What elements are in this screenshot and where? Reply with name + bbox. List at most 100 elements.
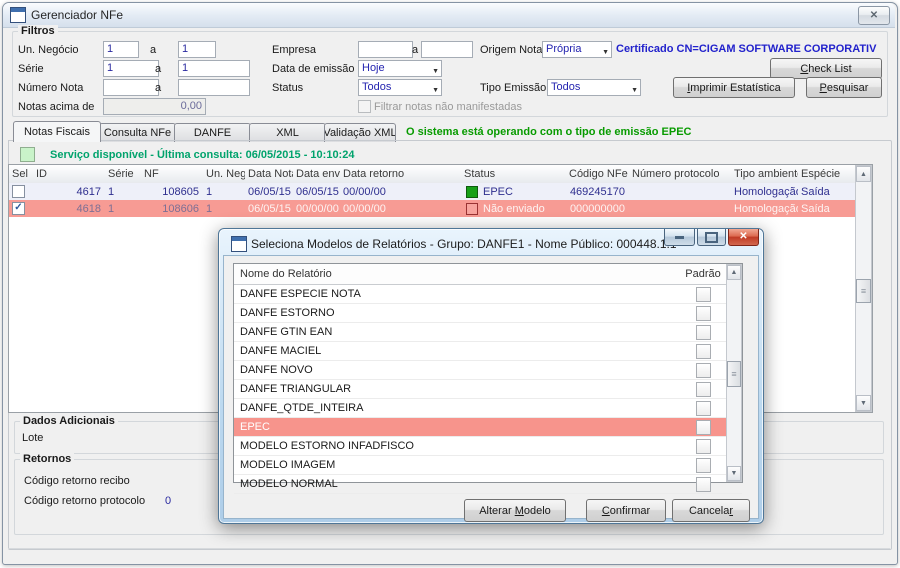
dialog-title: Seleciona Modelos de Relatórios - Grupo:…: [251, 237, 677, 251]
row-checkbox-checked[interactable]: ✓: [12, 202, 25, 215]
chevron-down-icon: ▼: [432, 68, 439, 75]
maximize-button[interactable]: [697, 229, 726, 246]
origem-nota-label: Origem Nota: [480, 44, 543, 56]
scroll-down-icon[interactable]: ▼: [727, 466, 741, 481]
alterar-modelo-button[interactable]: Alterar Modelo: [464, 499, 566, 522]
status-not-sent-icon: [466, 202, 478, 215]
padrao-checkbox[interactable]: [695, 457, 711, 473]
minimize-button[interactable]: [664, 229, 695, 246]
scroll-up-icon[interactable]: ▲: [727, 265, 741, 280]
confirmar-button[interactable]: Confirmar: [586, 499, 666, 522]
range-a-label: a: [150, 44, 157, 56]
table-row[interactable]: 4617 1 108605 1 06/05/15 06/05/15 00/00/…: [9, 183, 856, 200]
tab-notas-fiscais[interactable]: Notas Fiscais: [13, 121, 101, 142]
bottom-divider: [8, 548, 890, 549]
dialog-icon: [231, 236, 247, 252]
pesquisar-button[interactable]: Pesquisar: [806, 77, 882, 98]
table-row-selected[interactable]: ✓ 4618 1 108606 1 06/05/15 00/00/00 00/0…: [9, 200, 856, 217]
un-negocio-from-input[interactable]: 1: [103, 41, 139, 58]
lote-label: Lote: [22, 432, 44, 444]
padrao-checkbox[interactable]: [695, 286, 711, 302]
padrao-checkbox[interactable]: [695, 381, 711, 397]
list-item[interactable]: DANFE GTIN EAN: [234, 323, 742, 342]
range-a-label: a: [155, 82, 162, 94]
imprimir-estatistica-button[interactable]: Imprimir Estatística: [673, 77, 795, 98]
app-icon: [10, 7, 26, 23]
scroll-down-icon[interactable]: ▼: [856, 395, 871, 411]
un-negocio-label: Un. Negócio: [18, 44, 79, 56]
list-item-selected[interactable]: EPEC: [234, 418, 742, 437]
origem-nota-select[interactable]: Própria ▼: [542, 41, 612, 58]
scroll-up-icon[interactable]: ▲: [856, 166, 871, 182]
padrao-checkbox[interactable]: [695, 476, 711, 492]
codigo-retorno-protocolo-label: Código retorno protocolo: [24, 495, 146, 507]
table-header-row: Sel ID Série NF Un. Neg. Data Nota Data …: [9, 165, 856, 184]
scrollbar-thumb[interactable]: ≡: [856, 279, 871, 303]
padrao-checkbox[interactable]: [695, 419, 711, 435]
un-negocio-to-input[interactable]: 1: [178, 41, 216, 58]
codigo-retorno-protocolo-value: 0: [165, 495, 172, 507]
close-button[interactable]: ✕: [858, 6, 890, 25]
window-title: Gerenciador NFe: [31, 8, 124, 22]
padrao-checkbox[interactable]: [695, 400, 711, 416]
data-emissao-select[interactable]: Hoje ▼: [358, 60, 442, 77]
padrao-checkbox[interactable]: [695, 305, 711, 321]
close-icon: ✕: [869, 10, 879, 21]
serie-label: Série: [18, 63, 44, 75]
padrao-checkbox[interactable]: [695, 343, 711, 359]
list-item[interactable]: DANFE ESPECIE NOTA: [234, 285, 742, 304]
scrollbar-thumb[interactable]: ≡: [727, 361, 741, 387]
minimize-icon: [675, 235, 684, 239]
cancelar-button[interactable]: Cancelar: [672, 499, 750, 522]
status-select[interactable]: Todos ▼: [358, 79, 442, 96]
table-scrollbar[interactable]: ▲ ≡ ▼: [855, 165, 872, 412]
list-item[interactable]: DANFE MACIEL: [234, 342, 742, 361]
filtrar-label: Filtrar notas não manifestadas: [374, 101, 522, 113]
dados-adicionais-label: Dados Adicionais: [20, 415, 118, 427]
row-checkbox[interactable]: [12, 185, 25, 198]
list-item[interactable]: DANFE NOVO: [234, 361, 742, 380]
numero-nota-to-input[interactable]: [178, 79, 250, 96]
certificado-text: Certificado CN=CIGAM SOFTWARE CORPORATIV: [616, 43, 877, 55]
tab-validacao-xml[interactable]: Validação XML: [324, 123, 396, 142]
list-item[interactable]: MODELO IMAGEM: [234, 456, 742, 475]
main-titlebar[interactable]: [3, 3, 895, 28]
padrao-checkbox[interactable]: [695, 324, 711, 340]
check-list-button[interactable]: Check List: [770, 58, 882, 79]
relatorios-dialog: Seleciona Modelos de Relatórios - Grupo:…: [218, 228, 764, 524]
padrao-checkbox[interactable]: [695, 438, 711, 454]
maximize-icon: [705, 231, 718, 243]
tipo-emissao-select[interactable]: Todos ▼: [547, 79, 641, 96]
range-a-label: a: [155, 63, 162, 75]
tipo-emissao-label: Tipo Emissão: [480, 82, 547, 94]
list-item[interactable]: DANFE ESTORNO: [234, 304, 742, 323]
data-emissao-label: Data de emissão: [272, 63, 355, 75]
list-item[interactable]: MODELO NORMAL: [234, 475, 742, 494]
close-icon: ✕: [739, 231, 748, 242]
empresa-from-input[interactable]: [358, 41, 413, 58]
serie-to-input[interactable]: 1: [178, 60, 250, 77]
retornos-label: Retornos: [20, 453, 75, 465]
list-header: Nome do Relatório Padrão: [234, 264, 742, 285]
list-scrollbar[interactable]: ▲ ≡ ▼: [726, 264, 742, 482]
tab-consulta-nfe[interactable]: Consulta NFe: [99, 123, 176, 142]
dialog-close-button[interactable]: ✕: [728, 229, 759, 246]
numero-nota-from-input[interactable]: [103, 79, 159, 96]
list-item[interactable]: DANFE_QTDE_INTEIRA: [234, 399, 742, 418]
list-item[interactable]: DANFE TRIANGULAR: [234, 380, 742, 399]
empresa-to-input[interactable]: [421, 41, 473, 58]
serie-from-input[interactable]: 1: [103, 60, 159, 77]
filtros-label: Filtros: [18, 25, 58, 37]
notas-acima-input[interactable]: 0,00: [103, 98, 206, 115]
padrao-checkbox[interactable]: [695, 362, 711, 378]
list-item[interactable]: MODELO ESTORNO INFADFISCO: [234, 437, 742, 456]
numero-nota-label: Número Nota: [18, 82, 84, 94]
chevron-down-icon: ▼: [631, 87, 638, 94]
filtrar-checkbox[interactable]: [358, 100, 371, 113]
status-label: Status: [272, 82, 304, 94]
codigo-retorno-recibo-label: Código retorno recibo: [24, 475, 130, 487]
chevron-down-icon: ▼: [432, 87, 439, 94]
empresa-label: Empresa: [272, 44, 317, 56]
tab-danfe[interactable]: DANFE: [174, 123, 251, 142]
